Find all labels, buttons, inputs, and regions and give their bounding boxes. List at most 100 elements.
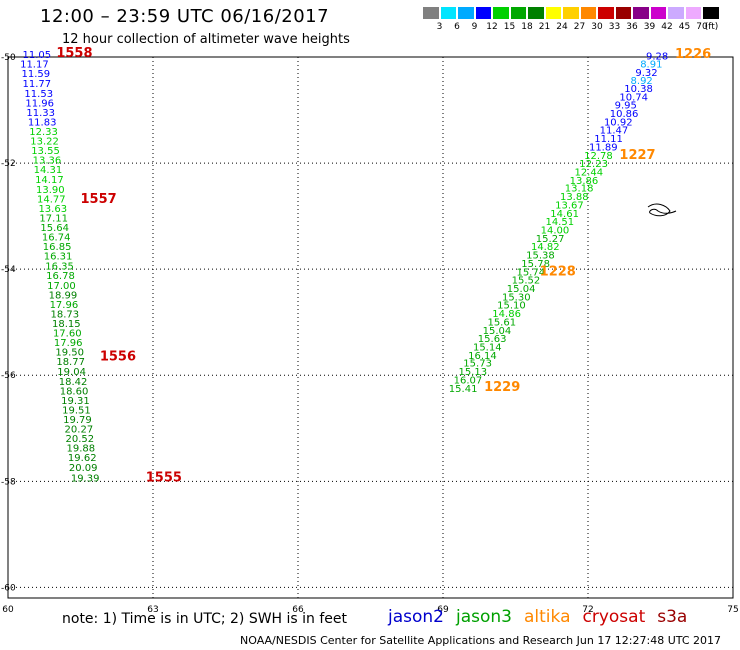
legend-label: 9 [471,22,478,32]
swh-value-label: 15.38 [526,251,555,262]
legend-swatch [614,6,632,20]
swh-value-label: 13.22 [30,137,59,148]
swh-value-label: 13.67 [555,201,584,212]
swh-value-label: 16.78 [46,271,75,282]
legend-swatch [457,6,475,20]
lon-tick-label: 75 [727,605,738,615]
mission-jason3: jason3 [456,607,512,627]
swh-value-label: 9.32 [635,68,657,79]
legend-swatch [579,6,597,20]
legend-label: 6 [454,22,460,32]
legend-swatch [597,6,615,20]
swh-value-label: 14.31 [34,165,63,176]
mission-cryosat: cryosat [582,607,646,627]
swh-value-label: 8.92 [631,76,653,87]
swh-value-label: 16.74 [42,233,71,244]
swh-value-label: 10.86 [610,109,639,120]
mission-altika: altika [524,607,571,627]
mission-jason2: jason2 [388,607,444,627]
swh-value-label: 14.51 [545,217,574,228]
legend-swatch [649,6,667,20]
swh-value-label: 19.79 [63,415,92,426]
swh-value-label: 11.47 [600,125,629,136]
legend-label: 12 [486,22,498,32]
swh-value-label: 14.61 [550,209,579,220]
time-label: 1555 [146,470,182,485]
swh-value-label: 13.18 [565,184,594,195]
swh-value-label: 19.50 [55,348,84,359]
time-label: 1558 [56,46,92,61]
units-note: note: 1) Time is in UTC; 2) SWH is in fe… [62,611,348,627]
swh-value-label: 9.95 [615,100,637,111]
swh-value-label: 11.96 [25,98,54,109]
swh-value-label: 11.17 [20,60,49,71]
swh-value-label: 16.35 [45,262,74,273]
legend-swatch [509,6,527,20]
swh-value-label: 19.39 [71,473,100,484]
lon-tick-label: 69 [437,605,449,615]
swh-value-label: 20.52 [66,434,95,445]
time-label: 1228 [540,265,576,280]
legend-label: 39 [643,22,656,32]
legend-label: 33 [608,22,621,32]
mission-legend: jason2 jason3 altika cryosat s3a [388,607,699,627]
swh-value-label: 17.96 [50,300,79,311]
swh-value-label: 12.44 [574,167,603,178]
swh-value-label: 15.30 [502,292,531,303]
time-label: 1557 [81,192,117,207]
page-subtitle: 12 hour collection of altimeter wave hei… [62,32,350,47]
swh-value-label: 17.96 [54,338,83,349]
legend-label: 18 [521,22,533,32]
swh-value-label: 14.77 [37,194,66,205]
legend-swatch [492,6,510,20]
swh-value-label: 13.88 [560,192,589,203]
swh-value-label: 10.92 [604,117,633,128]
lat-tick-label: -56 [1,371,16,381]
lon-tick-label: 66 [292,605,304,615]
swh-value-label: 13.55 [31,146,60,157]
swh-value-label: 15.74 [516,268,545,279]
swh-value-label: 11.59 [22,69,51,80]
lon-tick-label: 60 [2,605,14,615]
swh-value-label: 17.00 [47,281,76,292]
lon-tick-label: 63 [147,605,158,615]
swh-value-label: 13.63 [38,204,67,215]
swh-value-label: 18.42 [59,377,88,388]
swh-value-label: 16.85 [43,242,72,253]
mission-s3a: s3a [657,607,688,627]
legend-swatch [527,6,545,20]
legend-swatch [439,6,457,20]
swh-value-label: 15.13 [458,367,487,378]
lat-tick-label: -60 [1,583,16,593]
legend-swatch [562,6,580,20]
swh-value-label: 19.31 [61,396,90,407]
swh-value-label: 12.78 [584,151,613,162]
legend-label: 24 [556,22,568,32]
legend-label: 15 [503,22,516,32]
swh-value-label: 15.04 [483,326,512,337]
swh-value-label: 20.09 [69,463,98,474]
swh-value-label: 11.77 [23,79,52,90]
swh-value-label: 13.86 [570,176,599,187]
time-label: 1227 [619,148,655,163]
swh-value-label: 15.10 [497,300,526,311]
swh-value-label: 10.38 [624,84,653,95]
swh-value-label: 11.11 [594,134,623,145]
swh-value-label: 19.88 [66,444,95,455]
swh-value-label: 9.28 [646,52,668,63]
lat-tick-label: -50 [1,53,16,63]
swh-value-label: 14.00 [541,226,570,237]
lat-tick-label: -54 [1,265,16,275]
legend-labels: 3 6 9 12 15 18 21 24 27 30 33 36 39 42 45 70 (ft) [422,0,740,40]
swh-value-label: 18.77 [56,357,85,368]
lon-tick-label: 72 [582,605,593,615]
legend-label: 21 [538,22,551,32]
legend-label: 45 [678,22,691,32]
legend-label: 30 [591,22,603,32]
legend-label: (ft) [704,22,719,32]
swh-value-label: 16.31 [44,252,73,263]
legend-swatch [632,6,650,20]
swh-value-label: 15.78 [521,259,550,270]
swh-value-label: 19.04 [57,367,86,378]
